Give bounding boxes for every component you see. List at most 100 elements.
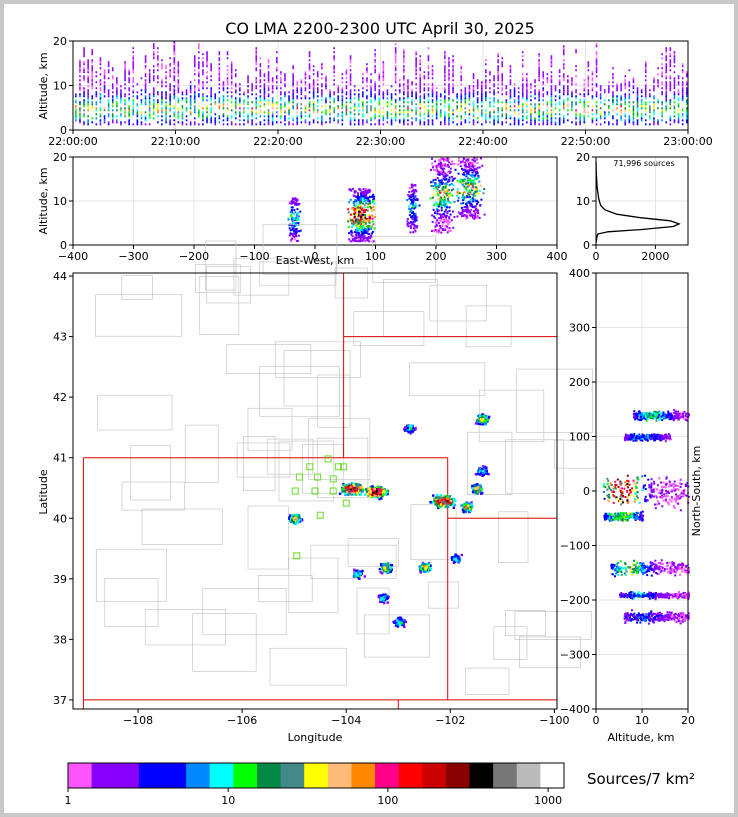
ew-density-cell xyxy=(295,200,298,203)
ew-density-cell xyxy=(454,168,457,171)
ta-density-cell xyxy=(144,119,147,122)
ta-density-cell xyxy=(366,67,368,70)
ta-density-cell xyxy=(99,95,102,98)
ta-density-cell xyxy=(526,81,528,84)
ta-density-cell xyxy=(456,107,458,110)
ta-density-cell xyxy=(95,81,98,84)
ew-density-cell xyxy=(357,220,360,223)
ta-density-cell xyxy=(419,103,422,106)
ta-density-cell xyxy=(591,95,594,98)
ew-density-cell xyxy=(355,209,358,212)
ta-density-cell xyxy=(415,117,417,120)
ta-density-cell xyxy=(542,111,545,114)
ta-density-cell xyxy=(493,75,495,78)
ta-density-cell xyxy=(423,105,426,108)
ta-density-cell xyxy=(210,69,212,72)
ta-density-cell xyxy=(595,59,598,62)
ta-density-cell xyxy=(427,115,430,118)
ta-density-cell xyxy=(120,101,122,104)
ta-density-cell xyxy=(243,123,245,126)
ta-density-cell xyxy=(657,81,659,84)
ta-density-cell xyxy=(173,69,176,72)
ta-density-cell xyxy=(661,93,663,96)
ta-density-cell xyxy=(460,71,463,74)
ta-density-cell xyxy=(165,93,167,96)
ta-density-cell xyxy=(161,101,163,104)
ta-density-cell xyxy=(185,107,188,110)
ew-density-cell xyxy=(447,165,450,168)
ta-density-cell xyxy=(665,71,668,74)
ew-density-cell xyxy=(472,175,475,178)
ta-density-cell xyxy=(431,119,434,122)
ta-density-cell xyxy=(243,93,245,96)
ta-density-cell xyxy=(308,85,311,88)
ta-density-cell xyxy=(161,65,163,68)
ew-density-cell xyxy=(458,157,461,160)
ta-density-cell xyxy=(378,103,381,106)
ta-density-cell xyxy=(575,49,577,52)
ta-density-cell xyxy=(567,113,569,116)
ew-density-cell xyxy=(467,178,470,181)
ta-density-cell xyxy=(152,77,155,80)
ta-density-cell xyxy=(333,91,335,94)
ta-density-cell xyxy=(657,101,659,104)
ew-density-cell xyxy=(483,213,486,216)
ew-density-cell xyxy=(461,199,464,202)
ew-density-cell xyxy=(357,218,360,221)
ta-density-cell xyxy=(649,111,651,114)
ta-density-cell xyxy=(460,107,463,110)
map-density-cell xyxy=(365,488,368,491)
ta-density-cell xyxy=(452,109,454,112)
ta-density-cell xyxy=(144,91,147,94)
ta-density-cell xyxy=(558,103,561,106)
ew-density-cell xyxy=(436,212,439,215)
ta-density-cell xyxy=(308,55,311,58)
ta-density-cell xyxy=(435,87,438,90)
ta-density-cell xyxy=(444,97,446,100)
ta-density-cell xyxy=(202,53,204,56)
ta-density-cell xyxy=(681,119,684,122)
ta-density-cell xyxy=(665,121,668,124)
ew-density-cell xyxy=(371,230,374,233)
ta-density-cell xyxy=(144,59,147,62)
ta-density-cell xyxy=(374,81,376,84)
ta-density-cell xyxy=(111,97,114,100)
ta-density-cell xyxy=(140,101,143,104)
ta-density-cell xyxy=(550,79,553,82)
ta-density-cell xyxy=(99,59,102,62)
ta-density-cell xyxy=(267,95,270,98)
ta-density-cell xyxy=(649,107,651,110)
ta-density-cell xyxy=(116,89,118,92)
ta-density-cell xyxy=(562,117,565,120)
ta-density-cell xyxy=(599,113,602,116)
ta-density-cell xyxy=(210,111,212,114)
ta-density-cell xyxy=(493,111,495,114)
ta-density-cell xyxy=(497,101,499,104)
map-density-cell xyxy=(379,493,382,496)
ta-density-cell xyxy=(665,67,668,70)
ta-density-cell xyxy=(382,95,385,98)
ta-density-cell xyxy=(177,81,180,84)
ta-density-cell xyxy=(165,117,167,120)
ta-density-cell xyxy=(99,79,102,82)
ta-density-cell xyxy=(255,53,258,56)
ta-density-cell xyxy=(280,93,282,96)
ta-density-cell xyxy=(423,101,426,104)
ta-density-cell xyxy=(653,97,655,100)
ta-density-cell xyxy=(144,111,147,114)
ta-density-cell xyxy=(378,89,381,92)
ta-density-cell xyxy=(407,113,409,116)
ta-density-cell xyxy=(374,109,376,112)
ta-density-cell xyxy=(312,73,315,76)
ta-density-cell xyxy=(177,61,180,64)
ta-density-cell xyxy=(382,63,385,66)
ta-density-cell xyxy=(83,53,85,56)
ta-density-cell xyxy=(673,95,676,98)
ta-density-cell xyxy=(439,123,442,126)
map-density-cell xyxy=(348,483,352,486)
ta-density-cell xyxy=(116,81,118,84)
ta-density-cell xyxy=(202,65,204,68)
ta-density-cell xyxy=(394,69,397,72)
ta-density-cell xyxy=(669,55,672,58)
ew-density-cell xyxy=(366,209,369,212)
